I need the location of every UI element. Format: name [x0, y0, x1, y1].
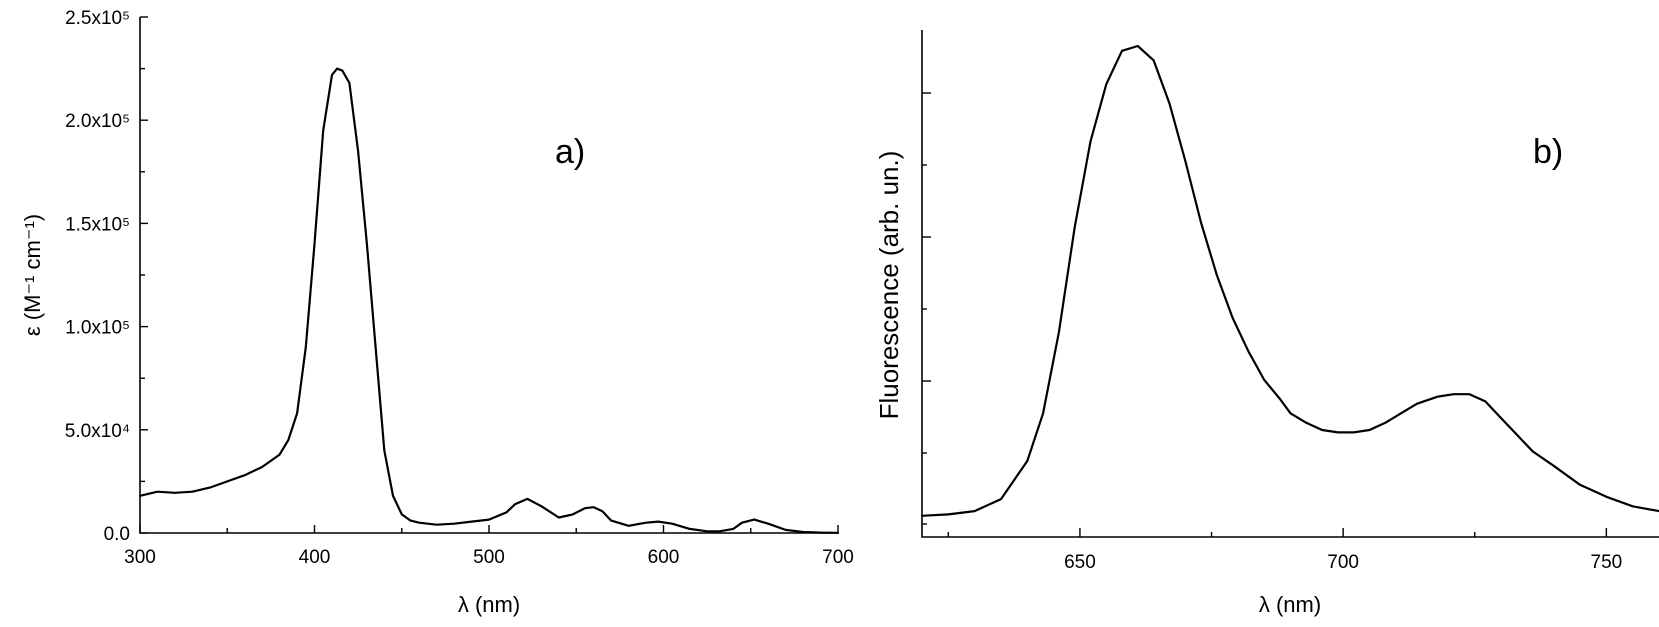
panel-a-absorption-curve — [138, 67, 840, 534]
panel-a-y-tick-label: 1.0x10⁵ — [65, 318, 130, 339]
panel-a-axes — [139, 17, 838, 534]
panel-b-fluorescence-curve — [920, 44, 1659, 517]
panel-a-x-tick-label: 600 — [648, 547, 680, 568]
panel-a-absorption-chart: 300 400 500 600 700 0.0 5.0x10⁴ 1.0x10⁵ 1.5x10⁵… — [20, 8, 854, 617]
panel-a-x-axis-label: λ (nm) — [458, 592, 520, 617]
panel-a-y-axis-label: ε (M⁻¹ cm⁻¹) — [20, 214, 45, 336]
panel-a-y-tick-label: 2.5x10⁵ — [65, 8, 130, 29]
panel-a-y-tick-label: 5.0x10⁴ — [65, 421, 130, 442]
panel-a-y-tick-label: 1.5x10⁵ — [65, 214, 130, 235]
panel-b-label: b) — [1533, 133, 1563, 171]
panel-a-x-tick-label: 500 — [473, 547, 505, 568]
panel-a-x-tick-label: 400 — [299, 547, 331, 568]
panel-b-axes — [921, 30, 1659, 538]
panel-b-fluorescence-chart: 650 700 750 b) λ (nm) Fluorescence (arb. u… — [874, 30, 1659, 617]
panel-b-x-axis-label: λ (nm) — [1259, 592, 1321, 617]
panel-a-x-tick-label: 300 — [124, 547, 156, 568]
panel-b-x-tick-label: 750 — [1591, 552, 1623, 573]
panel-b-x-tick-label: 700 — [1327, 552, 1359, 573]
panel-b-y-axis-label: Fluorescence (arb. un.) — [874, 151, 904, 420]
panel-a-label: a) — [555, 133, 585, 171]
panel-a-y-tick-label: 2.0x10⁵ — [65, 111, 130, 132]
panel-b-x-tick-label: 650 — [1064, 552, 1096, 573]
panel-a-x-tick-label: 700 — [822, 547, 854, 568]
panel-a-y-tick-label: 0.0 — [104, 524, 130, 545]
